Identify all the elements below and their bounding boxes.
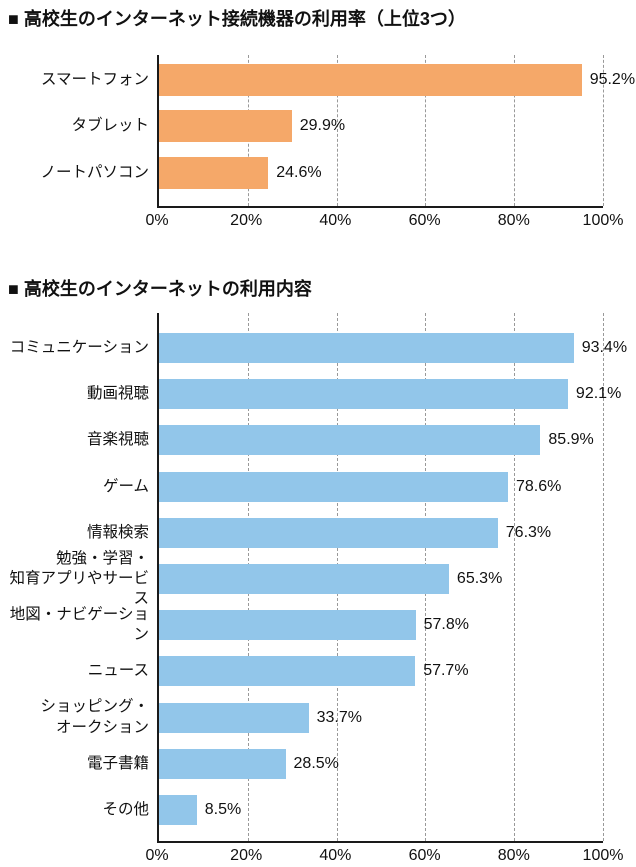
bar — [159, 564, 449, 595]
category-label: ショッピング・ オークション — [40, 698, 149, 736]
x-tick-label: 100% — [582, 212, 624, 229]
x-axis-internet-activities: 0% 20% 40% 60% 80% 100% — [145, 843, 623, 867]
value-label: 57.7% — [423, 662, 469, 680]
bar-row: その他 8.5% — [102, 787, 603, 833]
category-label: 情報検索 — [86, 523, 149, 541]
value-label: 29.9% — [299, 117, 346, 135]
bar-row: 音楽視聴 85.9% — [87, 417, 603, 463]
value-label: 28.5% — [293, 754, 339, 772]
bar-row: 電子書籍 28.5% — [87, 741, 603, 787]
value-label: 8.5% — [204, 800, 242, 818]
chart-device-usage-plot: スマートフォン 95.2% タブレット 29.9% ノートパソコン 24.6% — [40, 55, 635, 208]
bar-row: ノートパソコン 24.6% — [40, 150, 603, 196]
value-label: 65.3% — [456, 570, 503, 588]
bar — [159, 379, 568, 410]
bar-rows: スマートフォン 95.2% タブレット 29.9% ノートパソコン 24.6% — [40, 55, 635, 206]
chart-internet-activities-title: ■ 高校生のインターネットの利用内容 — [8, 279, 312, 299]
x-tick-label: 60% — [408, 212, 441, 229]
bar-row: コミュニケーション 93.4% — [10, 325, 627, 371]
gridline — [514, 313, 516, 841]
chart-internet-activities: ■ 高校生のインターネットの利用内容 コミュニケーション 93.4% 動画視聴 92.… — [0, 234, 636, 867]
bar — [159, 702, 309, 733]
x-tick-label: 40% — [319, 847, 352, 864]
value-label: 57.8% — [423, 616, 469, 634]
bar-row: 動画視聴 92.1% — [87, 371, 621, 417]
chart-internet-activities-plot: コミュニケーション 93.4% 動画視聴 92.1% 音楽視聴 85.9% ゲーム 78.6%… — [9, 313, 627, 843]
bar-row: スマートフォン 95.2% — [41, 57, 635, 103]
bar-rows: コミュニケーション 93.4% 動画視聴 92.1% 音楽視聴 85.9% ゲーム 78.6%… — [9, 313, 627, 841]
category-label: ニュース — [87, 662, 149, 680]
bar — [159, 425, 541, 456]
value-label: 24.6% — [276, 163, 322, 181]
value-label: 85.9% — [548, 431, 594, 449]
gridline — [603, 313, 604, 841]
bar — [159, 517, 498, 548]
bar-row: タブレット 29.9% — [71, 103, 603, 149]
x-tick-label: 60% — [408, 847, 441, 864]
x-tick-label: 0% — [145, 212, 169, 229]
value-label: 95.2% — [589, 71, 636, 89]
category-label: ゲーム — [102, 477, 149, 495]
bar-row: 情報検索 76.3% — [87, 510, 603, 556]
x-tick-label: 40% — [319, 212, 352, 229]
chart-device-usage: ■ 高校生のインターネット接続機器の利用率（上位3つ） スマートフォン 95.2%… — [0, 0, 636, 234]
category-label: 勉強・学習・ 知育アプリやサービス — [9, 549, 149, 608]
gridline — [425, 55, 427, 206]
category-label: 音楽視聴 — [86, 431, 149, 449]
bar — [159, 656, 416, 687]
gridline — [603, 55, 604, 206]
x-tick-label: 20% — [230, 847, 263, 864]
category-label: 電子書籍 — [86, 754, 149, 772]
category-label: コミュニケーション — [9, 339, 149, 357]
category-label: 地図・ナビゲーション — [9, 606, 149, 644]
bar — [159, 333, 574, 364]
x-tick-label: 20% — [230, 212, 263, 229]
bar — [159, 471, 508, 502]
bar — [159, 110, 292, 143]
x-tick-label: 80% — [497, 212, 530, 229]
bar-row: ゲーム 78.6% — [103, 464, 603, 510]
bar-row: ニュース 57.7% — [88, 648, 603, 694]
gridline — [514, 55, 516, 206]
x-tick-label: 100% — [582, 847, 624, 864]
value-label: 92.1% — [575, 385, 622, 403]
gridline — [336, 55, 338, 206]
bar — [159, 156, 269, 189]
value-label: 76.3% — [505, 523, 552, 541]
category-label: タブレット — [71, 117, 149, 135]
category-label: 動画視聴 — [86, 385, 149, 403]
bar — [159, 794, 197, 825]
category-label: スマートフォン — [40, 71, 149, 89]
value-label: 93.4% — [581, 339, 628, 357]
bar-row: 勉強・学習・ 知育アプリやサービス 65.3% — [9, 550, 603, 607]
category-label: ノートパソコン — [40, 163, 149, 181]
value-label: 33.7% — [316, 708, 362, 726]
x-axis-device-usage: 0% 20% 40% 60% 80% 100% — [145, 208, 623, 234]
bar-row: ショッピング・ オークション 33.7% — [40, 695, 603, 741]
value-label: 78.6% — [515, 477, 562, 495]
bar — [159, 610, 416, 641]
category-label: その他 — [102, 800, 149, 818]
bar-row: 地図・ナビゲーション 57.8% — [10, 602, 603, 648]
x-tick-label: 0% — [145, 847, 169, 864]
x-tick-label: 80% — [497, 847, 530, 864]
bar — [159, 64, 582, 97]
chart-device-usage-title: ■ 高校生のインターネット接続機器の利用率（上位3つ） — [8, 9, 466, 29]
bar — [159, 748, 286, 779]
